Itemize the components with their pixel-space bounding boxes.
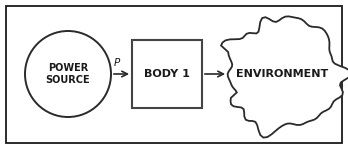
Polygon shape — [221, 16, 348, 138]
Ellipse shape — [25, 31, 111, 117]
Text: POWER
SOURCE: POWER SOURCE — [46, 63, 90, 85]
Text: ENVIRONMENT: ENVIRONMENT — [236, 69, 328, 79]
Text: BODY 1: BODY 1 — [144, 69, 190, 79]
Bar — [132, 40, 202, 108]
Text: P: P — [114, 58, 120, 68]
